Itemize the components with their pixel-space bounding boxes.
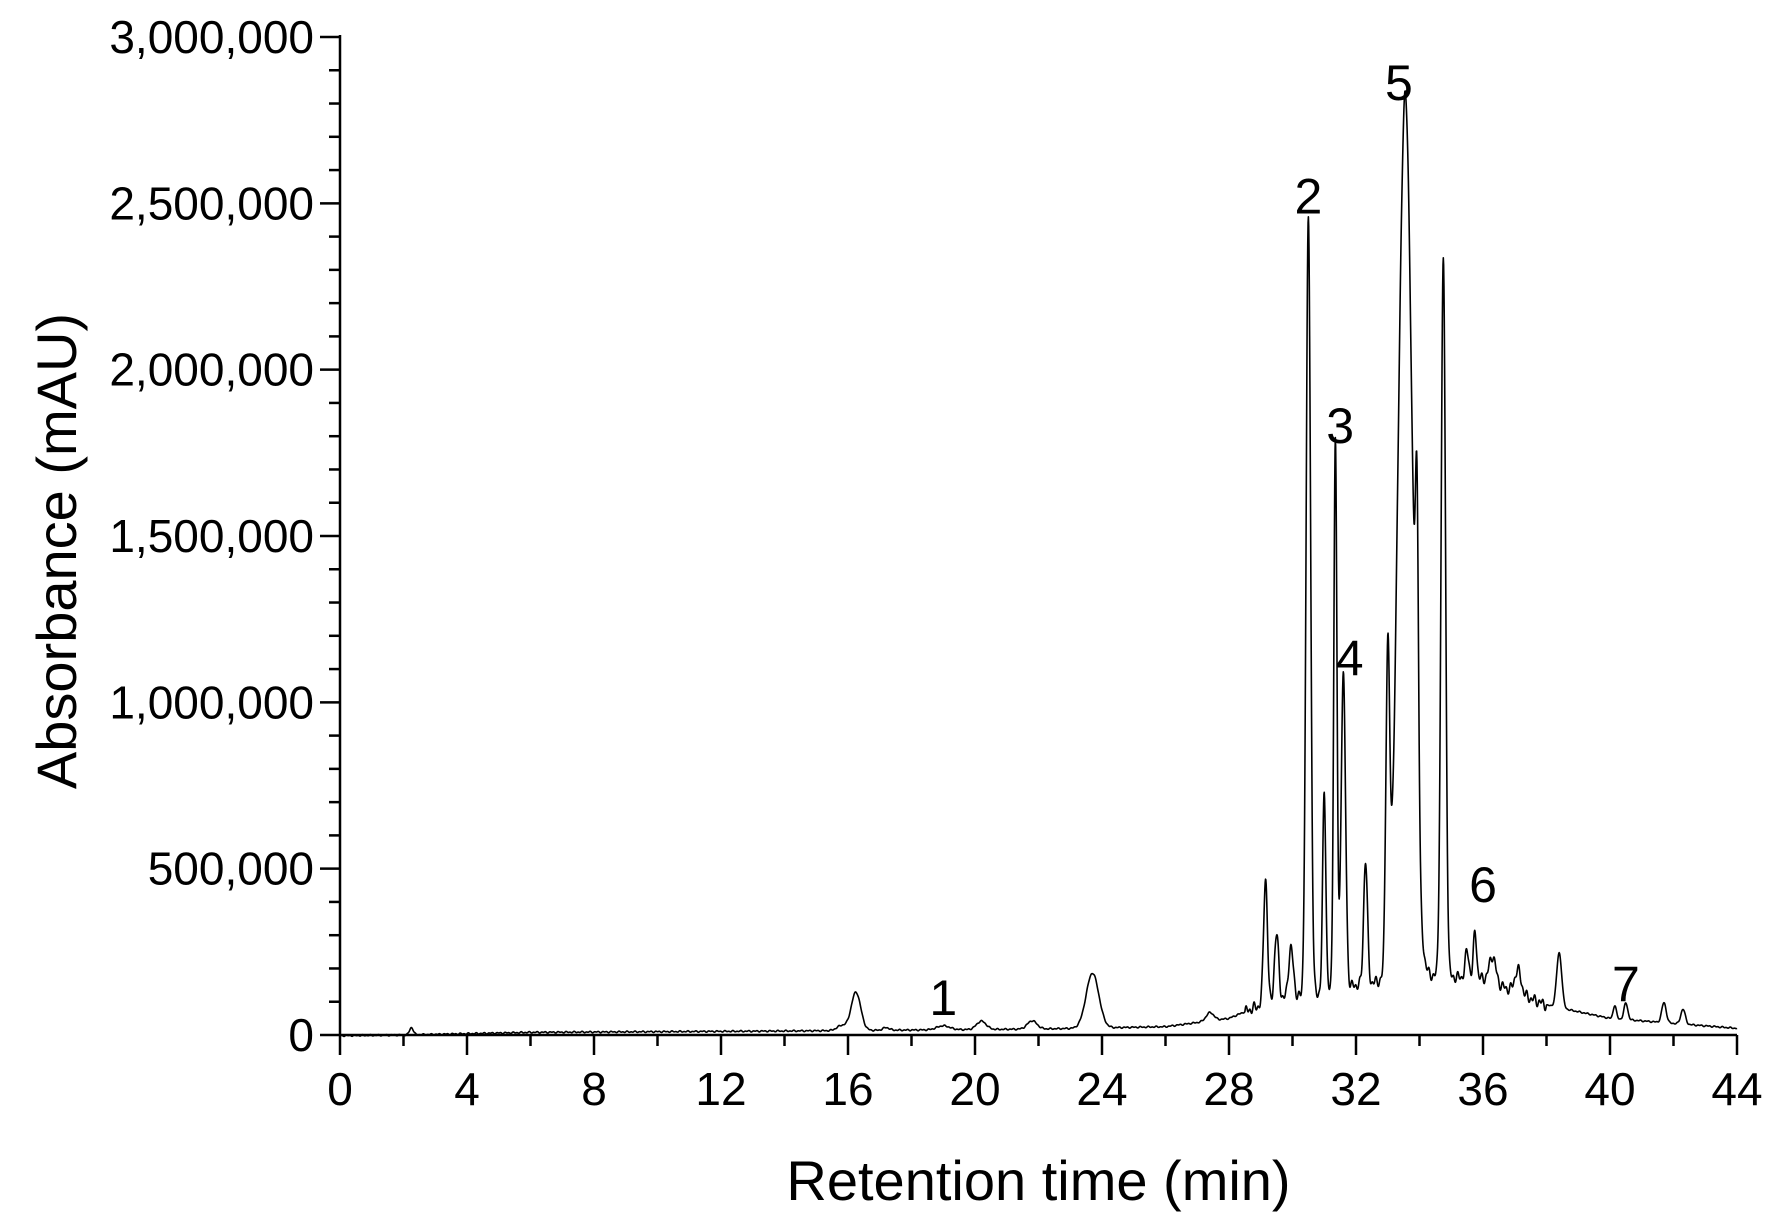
x-tick-label: 8 — [581, 1063, 607, 1115]
y-tick-label: 0 — [288, 1009, 314, 1061]
x-tick-label: 32 — [1330, 1063, 1381, 1115]
x-tick-label: 12 — [695, 1063, 746, 1115]
y-tick-label: 1,000,000 — [109, 676, 314, 728]
x-tick-label: 24 — [1076, 1063, 1127, 1115]
trace-layer — [339, 90, 1738, 1038]
x-tick-label: 28 — [1203, 1063, 1254, 1115]
peak-label-6: 6 — [1469, 857, 1497, 913]
peak-label-7: 7 — [1612, 957, 1640, 1013]
x-tick-label: 40 — [1584, 1063, 1635, 1115]
x-tick-label: 0 — [327, 1063, 353, 1115]
y-tick-label: 2,500,000 — [109, 177, 314, 229]
y-tick-label: 500,000 — [148, 843, 314, 895]
y-tick-label: 3,000,000 — [109, 11, 314, 63]
x-axis-title: Retention time (min) — [786, 1149, 1290, 1212]
y-axis-title: Absorbance (mAU) — [25, 313, 88, 789]
x-tick-label: 36 — [1457, 1063, 1508, 1115]
peak-label-4: 4 — [1336, 631, 1364, 687]
peak-label-1: 1 — [929, 970, 957, 1026]
x-tick-label: 16 — [822, 1063, 873, 1115]
x-tick-label: 44 — [1711, 1063, 1762, 1115]
peak-annotations: 1 2 3 4 5 6 7 — [929, 55, 1639, 1026]
chromatogram-trace — [339, 90, 1738, 1038]
y-tick-label: 1,500,000 — [109, 510, 314, 562]
peak-label-3: 3 — [1326, 398, 1354, 454]
x-tick-label: 4 — [454, 1063, 480, 1115]
x-tick-label: 20 — [949, 1063, 1000, 1115]
peak-label-5: 5 — [1385, 55, 1413, 111]
peak-label-2: 2 — [1294, 168, 1322, 224]
y-tick-label: 2,000,000 — [109, 344, 314, 396]
axes: 0 4 8 12 16 20 24 28 32 36 40 440500,0001,000,0001,… — [109, 11, 1762, 1115]
